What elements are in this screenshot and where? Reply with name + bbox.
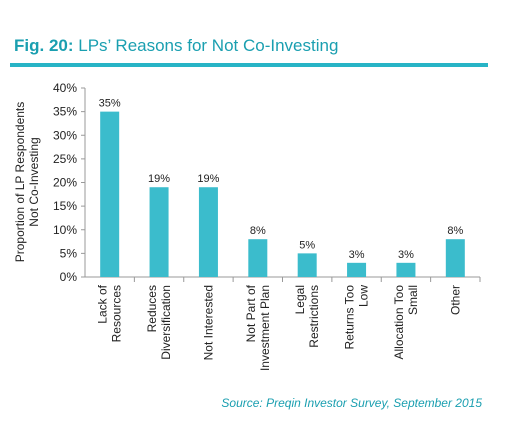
- x-tick-label-line: Lack of: [96, 284, 110, 323]
- x-tick-label: LegalRestrictions: [293, 285, 321, 348]
- data-label: 3%: [398, 249, 414, 261]
- figure-title: Fig. 20: LPs’ Reasons for Not Co-Investi…: [14, 36, 338, 56]
- x-tick-label: ReducesDiversification: [145, 285, 173, 360]
- y-tick-label: 40%: [53, 81, 77, 95]
- x-tick-label-line: Not Part of: [244, 284, 258, 342]
- bar: [347, 262, 367, 277]
- x-tick-label-line: Allocation Too: [392, 285, 406, 360]
- bar: [445, 239, 465, 277]
- x-tick-label: Not Interested: [201, 285, 215, 360]
- x-tick-label: Not Part ofInvestment Plan: [244, 284, 272, 371]
- bar: [198, 187, 218, 277]
- x-tick-label-line: Other: [448, 285, 462, 315]
- bar: [100, 111, 120, 277]
- x-tick-label: Returns TooLow: [343, 285, 371, 350]
- x-tick-label: Allocation TooSmall: [392, 285, 420, 360]
- x-tick-label-line: Investment Plan: [258, 285, 272, 371]
- data-label: 3%: [349, 249, 365, 261]
- x-tick-label-line: Low: [357, 285, 371, 307]
- y-axis-title: Proportion of LP RespondentsNot Co-Inves…: [13, 102, 41, 263]
- data-label: 19%: [197, 173, 219, 185]
- y-axis-title-line-2: Not Co-Investing: [27, 137, 41, 226]
- x-tick-label: Lack ofResources: [96, 284, 124, 342]
- x-tick-label-line: Reduces: [145, 285, 159, 332]
- data-label: 5%: [299, 239, 315, 251]
- source-note: Source: Preqin Investor Survey, Septembe…: [221, 396, 482, 410]
- figure-number: Fig. 20:: [14, 36, 74, 55]
- y-tick-label: 25%: [53, 152, 77, 166]
- title-underline: [10, 63, 488, 67]
- x-tick-label-line: Legal: [293, 285, 307, 314]
- x-tick-label-line: Small: [406, 285, 420, 315]
- y-axis-title-line-1: Proportion of LP Respondents: [13, 102, 27, 263]
- y-tick-label: 15%: [53, 199, 77, 213]
- bar: [297, 253, 317, 277]
- figure-title-text: LPs’ Reasons for Not Co-Investing: [78, 36, 339, 55]
- x-tick-label-line: Returns Too: [343, 285, 357, 350]
- y-tick-label: 35%: [53, 105, 77, 119]
- y-tick-label: 5%: [60, 246, 78, 260]
- y-tick-label: 10%: [53, 223, 77, 237]
- x-tick-label-line: Not Interested: [201, 285, 215, 360]
- x-tick-label-line: Resources: [110, 285, 124, 342]
- y-tick-label: 20%: [53, 176, 77, 190]
- x-tick-label-line: Diversification: [159, 285, 173, 360]
- y-tick-label: 0%: [60, 270, 78, 284]
- y-tick-label: 30%: [53, 128, 77, 142]
- bar: [396, 262, 416, 277]
- data-label: 8%: [447, 225, 463, 237]
- x-tick-label-line: Restrictions: [307, 285, 321, 348]
- x-tick-label: Other: [448, 285, 462, 315]
- bar: [248, 239, 268, 277]
- data-label: 8%: [250, 225, 266, 237]
- bar: [149, 187, 169, 277]
- data-label: 35%: [99, 98, 121, 110]
- data-label: 19%: [148, 173, 170, 185]
